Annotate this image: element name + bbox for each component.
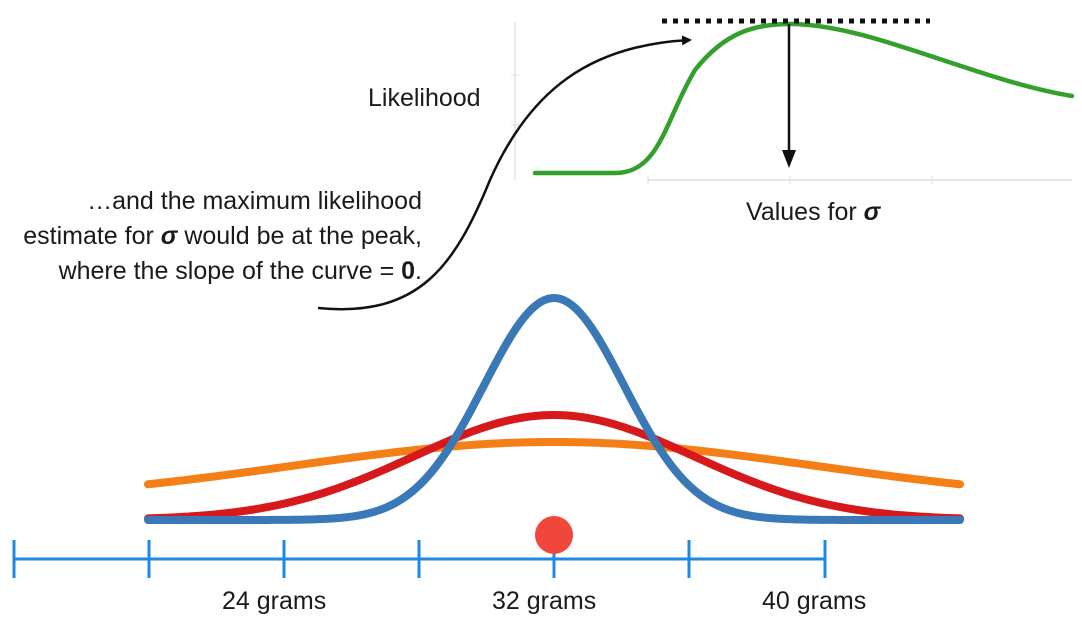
- annotation-end: .: [415, 257, 422, 285]
- observed-data-point: [535, 516, 573, 554]
- tick-label-32: 32 grams: [492, 587, 597, 615]
- annotation-slope-value: 0: [401, 257, 416, 285]
- annotation-sigma-symbol: σ: [160, 222, 178, 250]
- likelihood-x-label: Values for σ: [746, 198, 880, 227]
- sigma-symbol: σ: [863, 198, 881, 226]
- likelihood-y-label: Likelihood: [368, 84, 481, 112]
- annotation-part2: would be at the peak, where the slope of…: [58, 222, 422, 285]
- annotation-arrow: [317, 35, 692, 311]
- annotation-text: …and the maximum likelihood estimate for…: [20, 184, 422, 289]
- tick-label-24: 24 grams: [222, 587, 327, 615]
- normal-curve-narrow: [144, 294, 964, 524]
- tick-label-40: 40 grams: [762, 587, 867, 615]
- normal-curve-wide: [144, 438, 964, 489]
- annotation-part1: …and the maximum likelihood estimate for: [23, 187, 422, 250]
- likelihood-curve: [532, 21, 1075, 176]
- peak-down-arrowhead: [782, 150, 796, 168]
- likelihood-x-label-text: Values for: [746, 198, 864, 226]
- normal-curve-medium: [144, 411, 964, 523]
